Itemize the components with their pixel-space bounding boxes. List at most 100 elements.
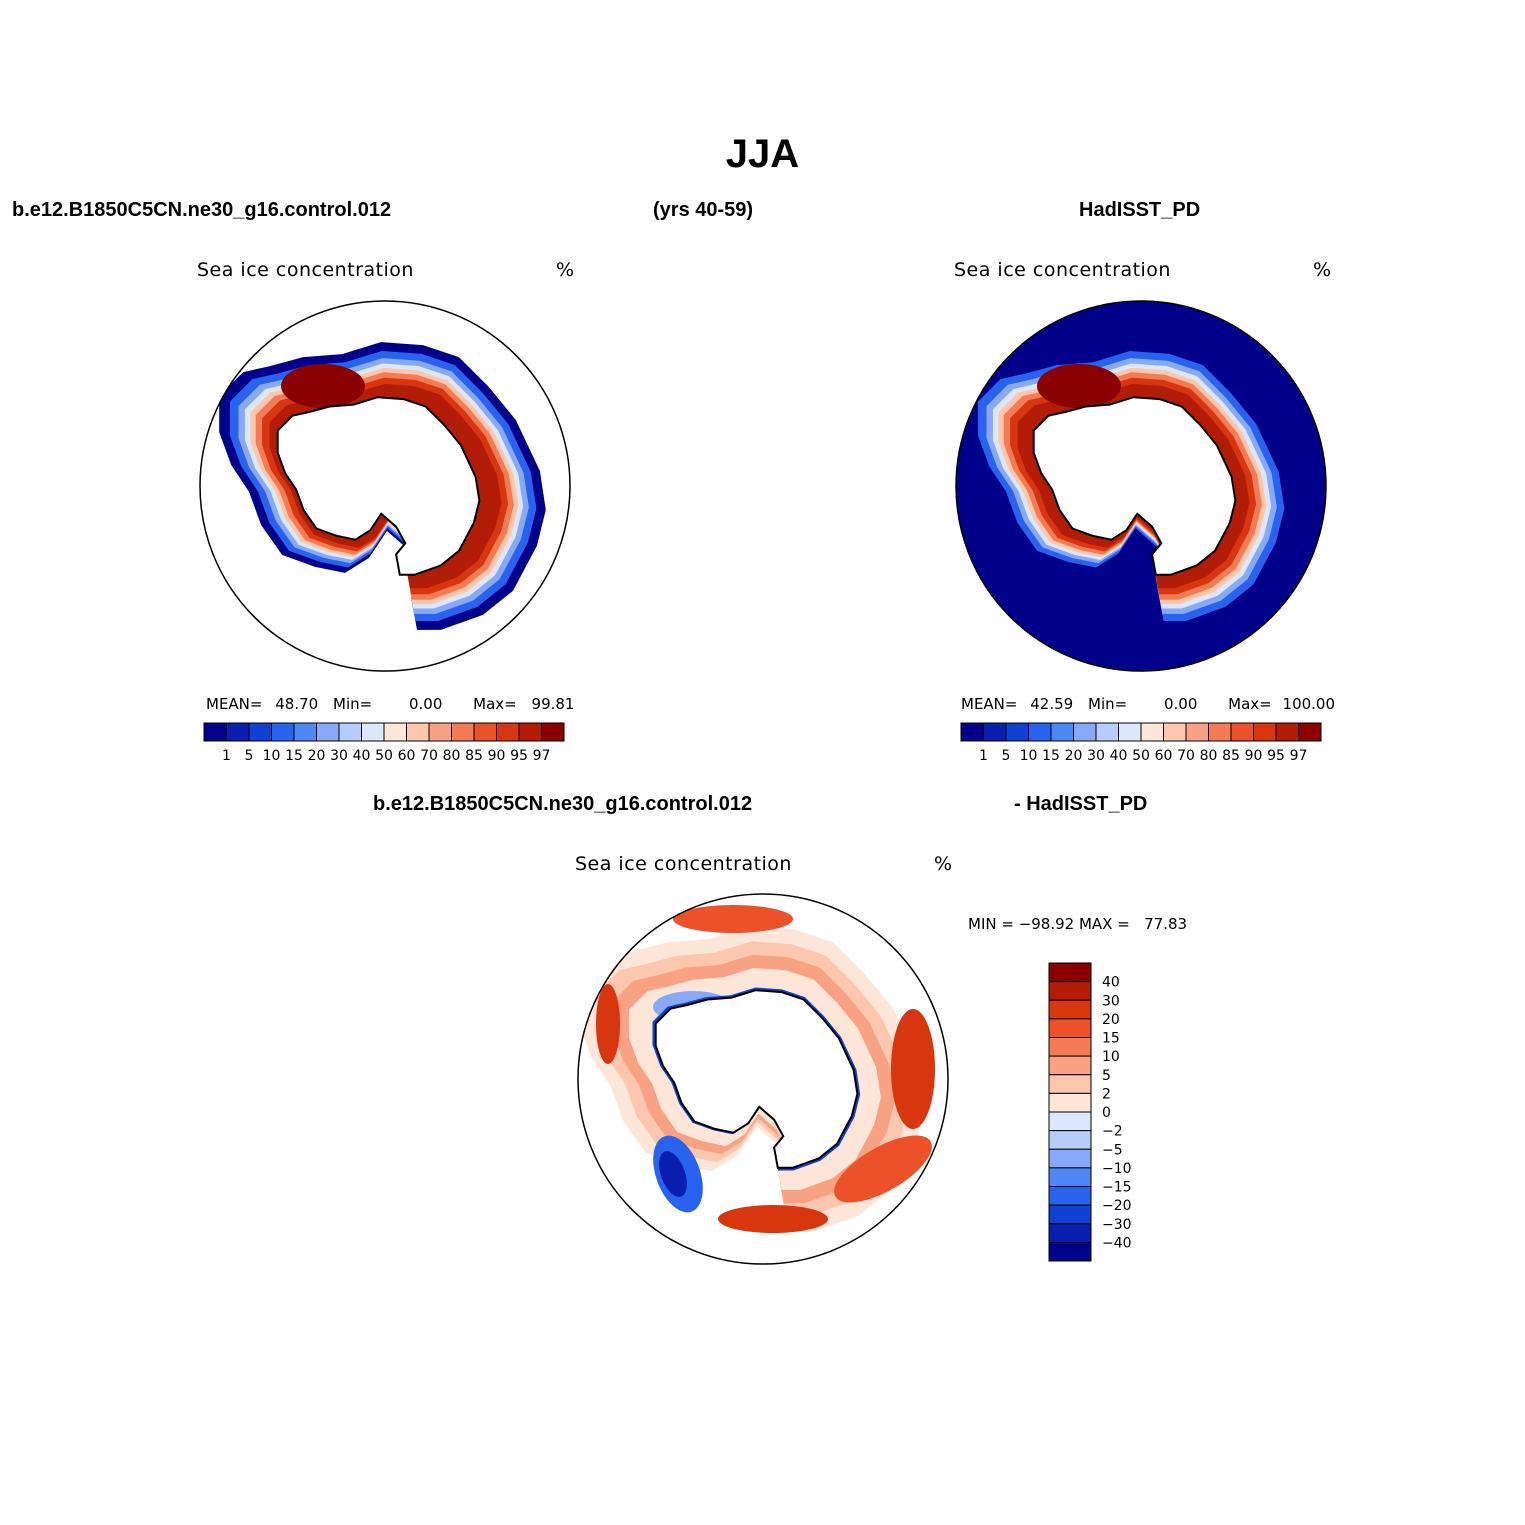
diff-colorbar-box	[1048, 1223, 1092, 1243]
model-colorbar-label: 5	[245, 748, 254, 764]
diff-colorbar-box	[1048, 1130, 1092, 1150]
map-border	[577, 893, 949, 1265]
diff-colorbar-box	[1048, 1092, 1092, 1113]
obs-colorbar-box	[1073, 722, 1097, 742]
model-colorbar-box	[361, 722, 385, 742]
model-colorbar-label: 85	[465, 748, 483, 764]
diff-positive-south	[718, 1205, 828, 1233]
model-colorbar-box	[451, 722, 475, 742]
obs-max-value: 100.00	[1282, 695, 1336, 713]
diff-minmax: MIN = −98.92 MAX = 77.83	[968, 915, 1188, 933]
map-border	[199, 300, 571, 672]
model-colorbar-box	[406, 722, 430, 742]
model-colorbar-label: 70	[420, 748, 438, 764]
antarctica-coast	[654, 989, 859, 1169]
diff-obs-name: - HadISST_PD	[1014, 793, 1148, 815]
obs-colorbar-box	[1253, 722, 1277, 742]
diff-sea-ice-map	[577, 893, 949, 1265]
obs-min-label: Min=	[1088, 695, 1128, 713]
diff-positive-west	[596, 984, 620, 1064]
diff-colorbar-box	[1048, 1111, 1092, 1132]
model-colorbar-box	[293, 722, 317, 742]
model-colorbar-label: 10	[263, 748, 281, 764]
model-colorbar-box	[203, 722, 227, 742]
diff-colorbar-box	[1048, 1018, 1092, 1038]
diff-colorbar-label: −2	[1102, 1124, 1123, 1140]
diff-colorbar-label: 20	[1102, 1012, 1120, 1028]
diff-panel-units: %	[934, 853, 953, 875]
model-colorbar-box	[496, 722, 520, 742]
model-max-label: Max=	[473, 695, 517, 713]
model-colorbar-box	[226, 722, 250, 742]
diff-colorbar-label: 0	[1102, 1105, 1111, 1121]
diff-colorbar-box	[1048, 1167, 1092, 1187]
model-min-value: 0.00	[408, 695, 443, 713]
obs-colorbar-box	[1140, 722, 1164, 742]
model-colorbar-label: 15	[285, 748, 303, 764]
model-colorbar-label: 90	[488, 748, 506, 764]
figure-title: JJA	[725, 132, 800, 176]
obs-colorbar-label: 95	[1267, 748, 1285, 764]
obs-max-label: Max=	[1228, 695, 1272, 713]
obs-colorbar-label: 15	[1042, 748, 1060, 764]
obs-mean-value: 42.59	[1030, 695, 1074, 713]
model-colorbar-box	[383, 722, 407, 742]
obs-colorbar-box	[1298, 722, 1322, 742]
obs-colorbar-box	[1230, 722, 1254, 742]
obs-colorbar-box	[1163, 722, 1187, 742]
model-colorbar-label: 30	[330, 748, 348, 764]
obs-colorbar-label: 50	[1132, 748, 1150, 764]
model-stats: MEAN= 48.70 Min= 0.00 Max= 99.81	[206, 695, 574, 713]
model-colorbar: 1 5 10 15 20 30 40 50 60 70 80 85 90 95 97	[203, 722, 565, 764]
diff-colorbar-box	[1048, 962, 1092, 983]
obs-colorbar-label: 5	[1002, 748, 1011, 764]
obs-mean-label: MEAN=	[961, 695, 1018, 713]
obs-colorbar-label: 85	[1222, 748, 1240, 764]
model-colorbar-box	[316, 722, 340, 742]
model-colorbar-label: 20	[308, 748, 326, 764]
obs-colorbar-box	[960, 722, 984, 742]
obs-colorbar-box	[1050, 722, 1074, 742]
diff-colorbar-label: −20	[1102, 1198, 1132, 1214]
map-border	[955, 300, 1327, 672]
obs-colorbar-label: 97	[1290, 748, 1308, 764]
diff-colorbar-box	[1048, 1241, 1092, 1262]
diff-panel-title: Sea ice concentration	[575, 853, 792, 875]
model-sea-ice-map	[199, 300, 571, 672]
diff-colorbar-label: −30	[1102, 1217, 1132, 1233]
model-max-value: 99.81	[531, 695, 575, 713]
obs-colorbar-label: 70	[1177, 748, 1195, 764]
diff-positive-southeast	[834, 1135, 932, 1203]
obs-colorbar-box	[1028, 722, 1052, 742]
diff-positive-north	[673, 905, 793, 933]
model-colorbar-label: 40	[353, 748, 371, 764]
diff-colorbar-label: −40	[1102, 1235, 1132, 1251]
obs-panel-units: %	[1313, 259, 1332, 281]
diff-colorbar-label: −5	[1102, 1142, 1123, 1158]
model-colorbar-label: 50	[375, 748, 393, 764]
obs-colorbar-label: 20	[1065, 748, 1083, 764]
diff-colorbar-box	[1048, 981, 1092, 1001]
model-colorbar-box	[541, 722, 565, 742]
obs-min-value: 0.00	[1163, 695, 1198, 713]
years-label: (yrs 40-59)	[653, 199, 754, 221]
diff-positive-east	[891, 1009, 935, 1129]
obs-colorbar-label: 10	[1020, 748, 1038, 764]
obs-colorbar-box	[1095, 722, 1119, 742]
obs-colorbar-box	[983, 722, 1007, 742]
model-colorbar-label: 95	[510, 748, 528, 764]
model-colorbar-label: 60	[398, 748, 416, 764]
diff-colorbar-label: 30	[1102, 993, 1120, 1009]
diff-colorbar-label: 15	[1102, 1031, 1120, 1047]
model-mean-value: 48.70	[275, 695, 319, 713]
model-panel-units: %	[556, 259, 575, 281]
obs-sea-ice-map	[955, 300, 1327, 672]
diff-colorbar-box	[1048, 1204, 1092, 1225]
diff-colorbar-label: 5	[1102, 1068, 1111, 1084]
case-name: b.e12.B1850C5CN.ne30_g16.control.012	[12, 199, 392, 221]
obs-name: HadISST_PD	[1079, 199, 1201, 221]
obs-colorbar-box	[1005, 722, 1029, 742]
obs-colorbar-label: 1	[979, 748, 988, 764]
ice-max-region	[281, 364, 365, 408]
